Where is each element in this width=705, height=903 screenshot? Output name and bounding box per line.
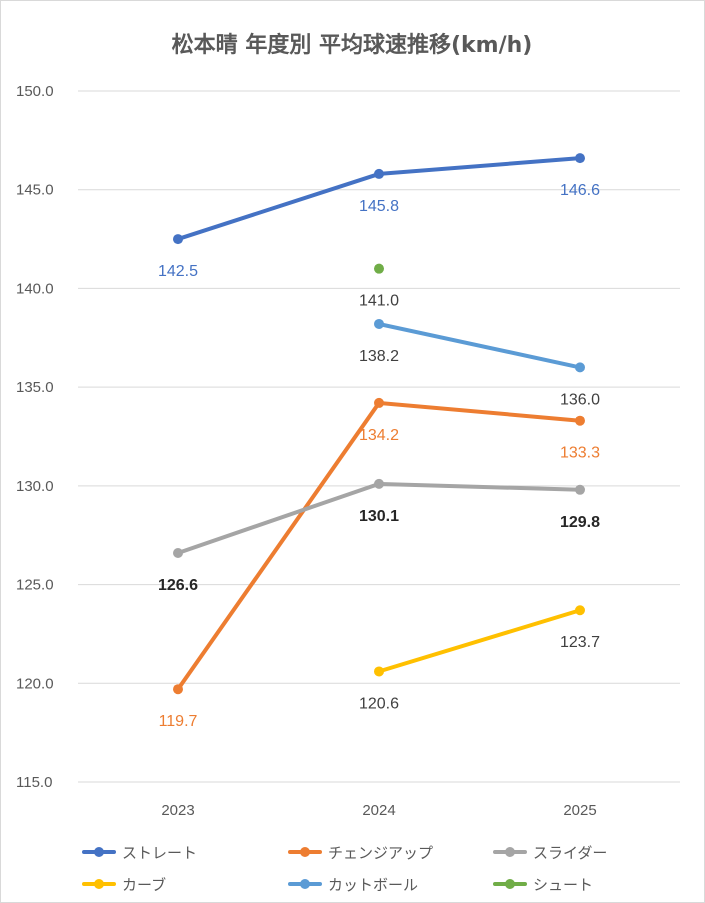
- series-line: [377, 321, 582, 370]
- legend-label: ストレート: [122, 844, 197, 862]
- data-point: [173, 234, 183, 245]
- x-tick-label: 2025: [563, 802, 596, 819]
- series-line: [176, 400, 582, 692]
- data-label: 138.2: [359, 348, 399, 365]
- series-lines: [176, 156, 582, 692]
- data-point: [575, 362, 585, 373]
- gridlines: [78, 90, 680, 783]
- x-axis: 2023 2024 2025: [161, 802, 596, 819]
- data-label: 130.1: [359, 508, 399, 525]
- data-label: 145.8: [359, 198, 399, 215]
- data-label: 119.7: [159, 713, 198, 730]
- data-point: [575, 605, 585, 616]
- y-tick-label: 140.0: [16, 280, 54, 297]
- data-point: [374, 168, 384, 179]
- data-point: [374, 263, 384, 274]
- y-axis: 115.0 120.0 125.0 130.0 135.0 140.0 145.0 150.0: [16, 83, 54, 791]
- data-point: [575, 153, 585, 164]
- data-label: 142.5: [158, 263, 198, 280]
- y-tick-label: 150.0: [16, 83, 54, 100]
- data-label: 126.6: [158, 577, 198, 594]
- legend-label: シュート: [533, 876, 593, 894]
- legend-marker-dot: [94, 879, 104, 889]
- data-point: [374, 397, 384, 408]
- y-tick-label: 130.0: [16, 478, 54, 495]
- data-point: [374, 318, 384, 329]
- y-tick-label: 125.0: [16, 577, 54, 594]
- y-tick-label: 120.0: [16, 675, 54, 692]
- data-point: [374, 666, 384, 677]
- data-label: 129.8: [560, 514, 600, 531]
- legend-marker-dot: [505, 847, 515, 857]
- data-point: [374, 478, 384, 489]
- data-label: 136.0: [560, 391, 600, 408]
- series-line: [377, 608, 582, 674]
- y-tick-label: 135.0: [16, 379, 54, 396]
- data-labels: 142.5 145.8 146.6 119.7 134.2 133.3 126.6 130.1…: [158, 182, 600, 730]
- legend-marker-dot: [505, 879, 515, 889]
- data-label: 134.2: [359, 427, 399, 444]
- y-tick-label: 145.0: [16, 182, 54, 199]
- data-label: 133.3: [560, 445, 600, 462]
- chart-title: 松本晴 年度別 平均球速推移(km/h): [172, 32, 533, 58]
- legend-label: カーブ: [122, 876, 166, 894]
- legend-label: カットボール: [328, 876, 418, 894]
- legend-marker-dot: [300, 879, 310, 889]
- legend-marker-dot: [94, 847, 104, 857]
- x-tick-label: 2023: [161, 802, 194, 819]
- data-point: [173, 684, 183, 695]
- legend-label: チェンジアップ: [328, 844, 433, 862]
- data-label: 141.0: [359, 293, 399, 310]
- legend-marker-dot: [300, 847, 310, 857]
- series-points: [173, 153, 585, 695]
- data-point: [575, 415, 585, 426]
- data-point: [173, 547, 183, 558]
- legend-label: スライダー: [533, 844, 607, 862]
- data-label: 120.6: [359, 695, 399, 712]
- data-label: 123.7: [560, 634, 600, 651]
- x-tick-label: 2024: [362, 802, 395, 819]
- data-label: 146.6: [560, 182, 600, 199]
- y-tick-label: 115.0: [16, 774, 52, 791]
- data-point: [575, 484, 585, 495]
